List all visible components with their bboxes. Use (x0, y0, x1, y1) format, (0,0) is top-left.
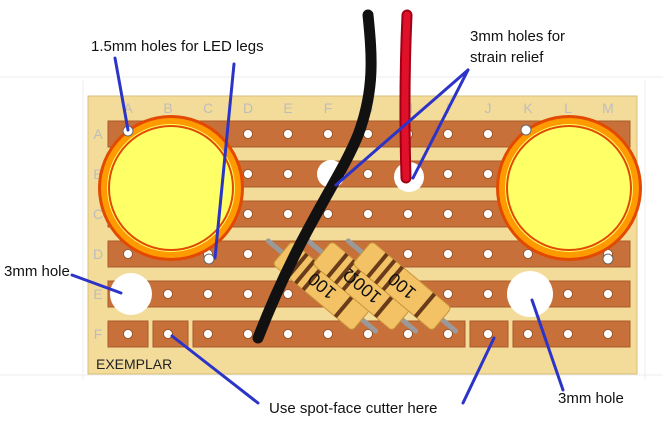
hole-dd (243, 249, 253, 259)
hole-aj (483, 129, 493, 139)
hole-fj (483, 329, 493, 339)
label-strain-relief-2: strain relief (470, 49, 544, 66)
column-label: E (283, 100, 292, 116)
hole-dh (403, 249, 413, 259)
row-label: E (93, 286, 102, 302)
pointer-strain-right (411, 68, 470, 180)
pointer-hole-right (530, 298, 565, 392)
hole-cd (243, 209, 253, 219)
annotation-pointers (70, 56, 565, 405)
hole-ed (243, 289, 253, 299)
hole-af (323, 129, 333, 139)
pointer-hole-left (70, 273, 123, 295)
hole-fi (443, 329, 453, 339)
pointer-led-right-leg (213, 62, 236, 260)
column-label: A (123, 100, 133, 116)
hole-fm (603, 329, 613, 339)
red-wire-highlight (401, 11, 411, 182)
hole-eb (163, 289, 173, 299)
hole-fh (403, 329, 413, 339)
column-label: K (523, 100, 533, 116)
hole-bd (243, 169, 253, 179)
column-label: J (485, 100, 492, 116)
column-label: B (163, 100, 172, 116)
label-hole-left: 3mm hole (4, 263, 70, 280)
row-label: B (93, 166, 102, 182)
pointer-led-left-leg (113, 56, 130, 132)
hole-fe (283, 329, 293, 339)
hole-da (123, 249, 133, 259)
resistor: 100 (345, 238, 459, 334)
mounting-hole-left (110, 273, 152, 315)
column-label: D (243, 100, 253, 116)
hole-fk (523, 329, 533, 339)
hole-dk (523, 249, 533, 259)
column-label: L (564, 100, 572, 116)
hole-bi (443, 169, 453, 179)
hole-ad (243, 129, 253, 139)
hole-cj (483, 209, 493, 219)
hole-fb (163, 329, 173, 339)
hole-em (603, 289, 613, 299)
hole-bg (363, 169, 373, 179)
led-left (98, 115, 244, 265)
hole-ae (283, 129, 293, 139)
pointer-strain-left (334, 68, 470, 187)
hole-fg (363, 329, 373, 339)
led-left-leg-b (203, 253, 215, 265)
hole-ff (323, 329, 333, 339)
row-label: C (93, 206, 103, 222)
hole-fl (563, 329, 573, 339)
hole-cf (323, 209, 333, 219)
hole-bj (483, 169, 493, 179)
hole-ci (443, 209, 453, 219)
hole-fc (203, 329, 213, 339)
resistor: 100 (265, 238, 379, 334)
hole-el (563, 289, 573, 299)
pointer-spot-face-left (170, 334, 260, 405)
row-label: D (93, 246, 103, 262)
hole-ei (443, 289, 453, 299)
hole-fd (243, 329, 253, 339)
column-label: F (324, 100, 333, 116)
label-spot-face: Use spot-face cutter here (269, 400, 438, 417)
hole-dj (483, 249, 493, 259)
label-led-holes: 1.5mm holes for LED legs (91, 38, 264, 55)
label-strain-relief-1: 3mm holes for (470, 28, 566, 45)
led-right (496, 115, 642, 265)
hole-ch (403, 209, 413, 219)
hole-di (443, 249, 453, 259)
column-label: M (602, 100, 614, 116)
hole-ej (483, 289, 493, 299)
background-grid (0, 76, 663, 380)
row-labels: A B C D E F (93, 126, 103, 342)
pointer-spot-face-right (461, 336, 496, 405)
hole-ce (283, 209, 293, 219)
hole-be (283, 169, 293, 179)
label-hole-right: 3mm hole (558, 390, 624, 407)
black-wire (252, 9, 377, 344)
row-label: F (94, 326, 103, 342)
row-label: A (93, 126, 103, 142)
hole-ee (283, 289, 293, 299)
hole-ec (203, 289, 213, 299)
hole-cg (363, 209, 373, 219)
hole-ai (443, 129, 453, 139)
board-name-label: EXEMPLAR (96, 356, 173, 372)
mounting-hole-right (507, 271, 553, 317)
column-label: C (203, 100, 213, 116)
hole-fa (123, 329, 133, 339)
